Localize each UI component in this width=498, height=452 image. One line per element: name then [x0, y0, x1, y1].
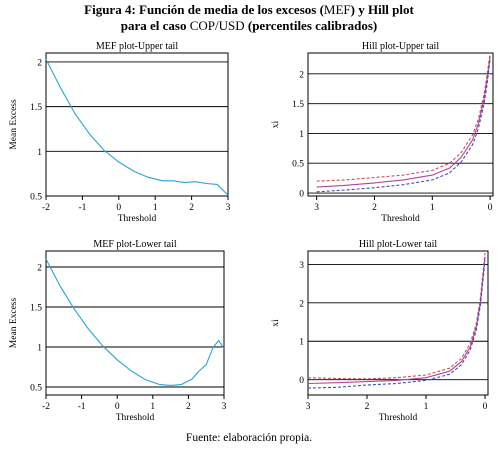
panel-title: MEF plot-Lower tail — [93, 239, 177, 250]
y-tick-label: 1 — [37, 148, 42, 158]
series-line — [316, 52, 491, 182]
plot-frame — [45, 250, 225, 396]
y-tick-label: 1 — [299, 338, 304, 348]
y-axis-label: Mean Excess — [9, 298, 19, 349]
figure-title-line1: Figura 4: Función de media de los exceso… — [0, 2, 498, 18]
y-tick-label: 3 — [299, 261, 304, 271]
mef-upper-chart: MEF plot-Upper tail 0.5 1 1.5 2 -2 -1 0 1 2 3 Thres… — [9, 41, 231, 224]
series-line — [316, 55, 491, 188]
title-text: (percentiles calibrados) — [244, 18, 378, 33]
x-tick-label: 1 — [153, 203, 158, 213]
y-tick-label: 1.5 — [292, 100, 304, 110]
y-tick-label: 0.5 — [30, 193, 42, 203]
x-tick-label: -2 — [42, 203, 50, 213]
y-tick-label: 0.5 — [30, 384, 42, 394]
x-tick-label: -1 — [78, 203, 86, 213]
x-tick-label: 2 — [186, 402, 191, 412]
figure-title-line2: para el caso COP/USD (percentiles calibr… — [0, 18, 498, 34]
x-tick-label: 1 — [150, 402, 155, 412]
hill-upper-chart: Hill plot-Upper tail 0 0.5 1 1.5 2 3 2 1 0 Thresho… — [271, 41, 494, 224]
y-tick-label: 0 — [299, 190, 304, 200]
y-tick-label: 1 — [37, 344, 42, 354]
x-axis-label: Threshold — [118, 214, 157, 224]
y-tick-label: 1.5 — [30, 304, 42, 314]
source-note: Fuente: elaboración propia. — [185, 432, 313, 444]
panel-title: Hill plot-Upper tail — [362, 41, 439, 52]
y-tick-label: 1.5 — [30, 103, 42, 113]
panel-title: MEF plot-Upper tail — [96, 41, 178, 52]
y-tick-label: 1 — [299, 130, 304, 140]
series-line — [316, 58, 491, 193]
title-abbrev: MEF — [323, 2, 351, 17]
series-line — [307, 260, 486, 389]
x-tick-label: 3 — [314, 203, 319, 213]
x-axis-label: Threshold — [116, 413, 155, 423]
x-tick-label: 3 — [226, 203, 231, 213]
x-axis-label: Threshold — [381, 214, 420, 224]
y-axis-label: xi — [271, 319, 281, 327]
x-tick-label: -1 — [78, 402, 86, 412]
x-tick-label: 3 — [222, 402, 227, 412]
y-tick-label: 2 — [299, 70, 304, 80]
series-line — [45, 59, 229, 196]
x-tick-label: 0 — [115, 402, 120, 412]
panel-title: Hill plot-Lower tail — [359, 239, 438, 250]
plot-frame — [307, 52, 494, 197]
y-tick-label: 2 — [37, 58, 42, 68]
title-text: Figura 4: Función de media de los exceso… — [84, 2, 324, 17]
y-tick-label: 0 — [299, 376, 304, 386]
mef-lower-chart: MEF plot-Lower tail 0.5 1 1.5 2 -2 -1 0 1 2 3 Thres… — [9, 239, 227, 423]
x-tick-label: 2 — [189, 203, 194, 213]
y-axis-label: Mean Excess — [9, 99, 19, 150]
x-tick-label: 1 — [424, 402, 429, 412]
y-tick-label: 2 — [299, 299, 304, 309]
x-tick-label: 3 — [306, 402, 311, 412]
series-line — [307, 256, 486, 385]
x-tick-label: 1 — [430, 203, 435, 213]
series-line — [307, 252, 486, 380]
plot-frame — [45, 52, 229, 197]
y-tick-label: 2 — [37, 264, 42, 274]
plot-frame — [307, 250, 489, 396]
x-tick-label: 0 — [488, 203, 493, 213]
y-axis-label: xi — [271, 120, 281, 128]
y-tick-label: 0.5 — [292, 160, 304, 170]
x-tick-label: -2 — [42, 402, 50, 412]
figure-title: Figura 4: Función de media de los exceso… — [0, 2, 498, 34]
x-axis-label: Threshold — [379, 413, 418, 423]
x-tick-label: 0 — [116, 203, 121, 213]
title-text: ) y Hill plot — [350, 2, 414, 17]
title-abbrev: COP/USD — [189, 18, 245, 33]
series-line — [45, 258, 225, 386]
title-text: para el caso — [120, 18, 190, 33]
x-tick-label: 2 — [372, 203, 377, 213]
hill-lower-chart: Hill plot-Lower tail 0 1 2 3 3 2 1 0 Threshold xi — [271, 239, 489, 423]
x-tick-label: 2 — [365, 402, 370, 412]
x-tick-label: 0 — [483, 402, 488, 412]
